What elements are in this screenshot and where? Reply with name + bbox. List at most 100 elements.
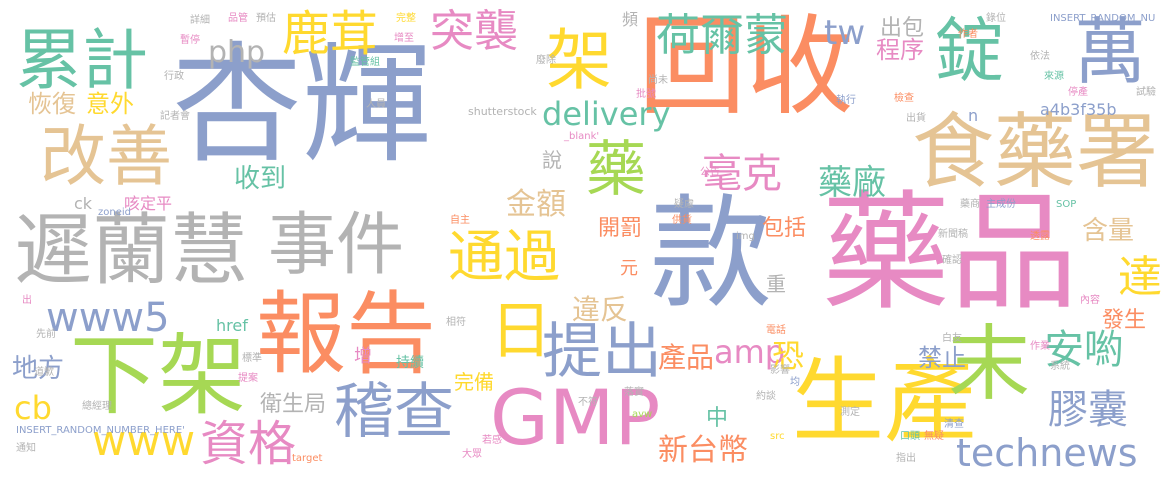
word: 停產 <box>1068 87 1088 98</box>
word: 人員 <box>366 99 386 110</box>
word: 試驗 <box>1136 87 1156 98</box>
word: 藥品 <box>822 179 1079 328</box>
word: 行政 <box>164 71 184 82</box>
word: 確認 <box>942 255 962 266</box>
word: n <box>968 106 979 125</box>
word: 廢除 <box>536 55 556 66</box>
word: php <box>208 35 266 70</box>
word: 地方 <box>12 354 65 384</box>
word: 先前 <box>36 329 56 340</box>
word: 提出 <box>542 317 662 387</box>
word: 款 <box>650 183 772 325</box>
word: INSERT_RANDOM_NU <box>1050 13 1156 24</box>
word: 大眾 <box>462 449 482 460</box>
word: 下架 <box>70 324 247 427</box>
word: 回收 <box>638 5 855 130</box>
word: 膠囊 <box>1048 387 1128 433</box>
word: technews <box>956 431 1138 475</box>
word: 白友 <box>942 333 962 344</box>
word: 監管組 <box>350 57 380 68</box>
word: 稽查 <box>334 377 454 447</box>
word: 總經理 <box>82 401 112 412</box>
word: 內容 <box>1080 295 1100 306</box>
word: src <box>770 431 785 442</box>
word: 產品 <box>658 341 715 374</box>
word: 記者會 <box>160 111 190 122</box>
word: 批號 <box>636 89 656 100</box>
word: 尚未 <box>648 75 668 86</box>
word: 新台幣 <box>658 433 748 468</box>
word: 程序 <box>876 36 924 64</box>
word: _blank' <box>564 131 600 142</box>
word: 突襲 <box>430 6 518 57</box>
word: 毫克 <box>702 151 782 197</box>
word: 通知 <box>16 443 36 454</box>
word: 相符 <box>446 317 466 328</box>
word: 藥廠 <box>818 163 886 203</box>
word: 事件 <box>268 206 405 285</box>
word: 透露 <box>1030 231 1050 242</box>
word: 不符 <box>578 397 598 408</box>
word: 主成份 <box>986 199 1016 210</box>
word: 含量 <box>1082 216 1135 246</box>
word: 恐 <box>772 337 805 375</box>
word: 出貨 <box>906 113 926 124</box>
word: 暫停 <box>180 35 200 46</box>
word: 恢復 <box>28 90 76 118</box>
word: 重 <box>766 272 786 296</box>
word: img <box>736 231 755 242</box>
word: amp <box>714 333 786 371</box>
word: 錄位 <box>986 13 1006 24</box>
word: 頻 <box>622 10 639 29</box>
word: 影響 <box>770 365 790 376</box>
word: INSERT_RANDOM_NUMBER_HERE' <box>16 425 185 436</box>
word: 測定 <box>840 407 860 418</box>
word: 衛生局 <box>260 392 327 417</box>
word: 道歉 <box>34 367 54 378</box>
word: www <box>92 416 196 465</box>
word: 達 <box>1118 252 1162 303</box>
word: 系統 <box>1050 361 1070 372</box>
word: 約談 <box>756 391 776 402</box>
word: 公告 <box>700 167 720 178</box>
word: 自主 <box>450 215 470 226</box>
word: 落實 <box>624 387 644 398</box>
word: 報告 <box>256 282 436 387</box>
word: 元 <box>620 258 638 279</box>
word: 增至 <box>394 33 414 44</box>
word: 末 <box>948 317 1031 412</box>
word: 中 <box>706 406 729 431</box>
word: 遲蘭慧 <box>14 206 249 296</box>
word: 藥商 <box>960 199 980 210</box>
word: 作者 <box>958 29 978 40</box>
word: a4b3f35b <box>1040 100 1117 119</box>
word: 食藥署 <box>912 105 1159 200</box>
word: 日 <box>490 294 553 367</box>
word: href <box>216 316 248 335</box>
word: GMP <box>490 373 661 462</box>
word: 通過 <box>448 225 560 290</box>
word: 出 <box>22 295 32 306</box>
word: 來源 <box>1044 71 1064 82</box>
word: 鹿茸 <box>282 6 379 62</box>
word: 藥 <box>586 135 646 205</box>
word: www5 <box>46 295 170 341</box>
word: tw <box>824 13 866 53</box>
word: 開罰 <box>598 216 643 241</box>
word: 持續 <box>396 355 424 371</box>
word: 執行 <box>836 95 856 106</box>
word: 錠 <box>934 10 1004 92</box>
word: 包括 <box>762 216 807 241</box>
word: 檢查 <box>894 93 914 104</box>
word: 完整 <box>396 13 416 24</box>
word: 荷爾蒙 <box>656 10 788 61</box>
word: avw <box>632 409 653 420</box>
word: 供貨 <box>672 215 692 226</box>
word: 說 <box>542 148 562 172</box>
word: 標準 <box>242 353 262 364</box>
word: 發生 <box>1102 308 1147 333</box>
word: 新聞稿 <box>938 229 968 240</box>
word: 品管 <box>228 13 248 24</box>
word: 違反 <box>572 293 629 326</box>
